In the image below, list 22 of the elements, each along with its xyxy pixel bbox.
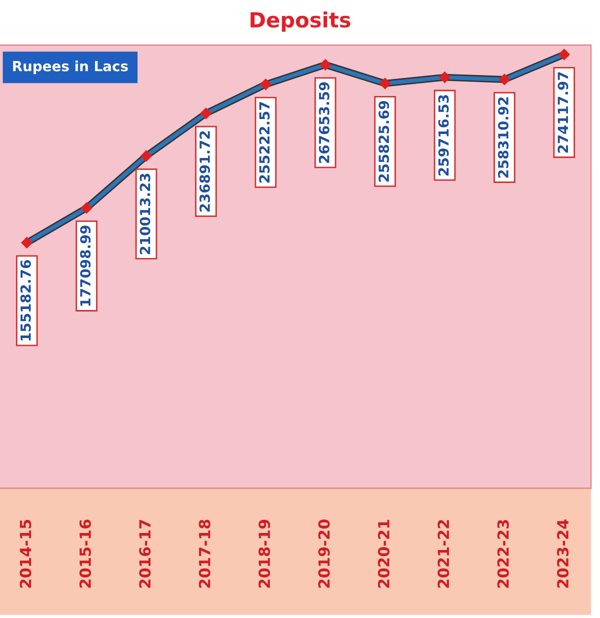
data-label: 210013.23 [140, 174, 150, 254]
x-tick-label: 2020-21 [378, 520, 390, 588]
x-tick-label: 2022-23 [497, 520, 509, 588]
chart-title: Deposits [250, 12, 350, 32]
data-label: 155182.76 [20, 260, 31, 340]
data-label: 258310.92 [498, 97, 508, 178]
data-label: 274117.97 [558, 72, 568, 153]
x-tick-label: 2018-19 [258, 520, 270, 588]
x-tick-label: 2014-15 [20, 520, 32, 588]
x-tick-label: 2021-22 [438, 520, 450, 588]
annotation: Rupees in Lacs [13, 60, 128, 74]
data-label: 236891.72 [199, 131, 210, 212]
data-label: 267653.59 [318, 82, 330, 163]
data-label: 177098.99 [80, 226, 91, 306]
data-label: 255222.57 [259, 102, 270, 183]
data-label: 259716.53 [438, 95, 449, 176]
x-tick-label: 2023-24 [557, 519, 569, 588]
x-tick-label: 2017-18 [198, 520, 210, 588]
x-tick-label: 2016-17 [139, 520, 151, 588]
data-label: 255825.69 [378, 101, 390, 182]
x-tick-label: 2015-16 [79, 520, 91, 588]
x-tick-label: 2019-20 [318, 520, 330, 588]
